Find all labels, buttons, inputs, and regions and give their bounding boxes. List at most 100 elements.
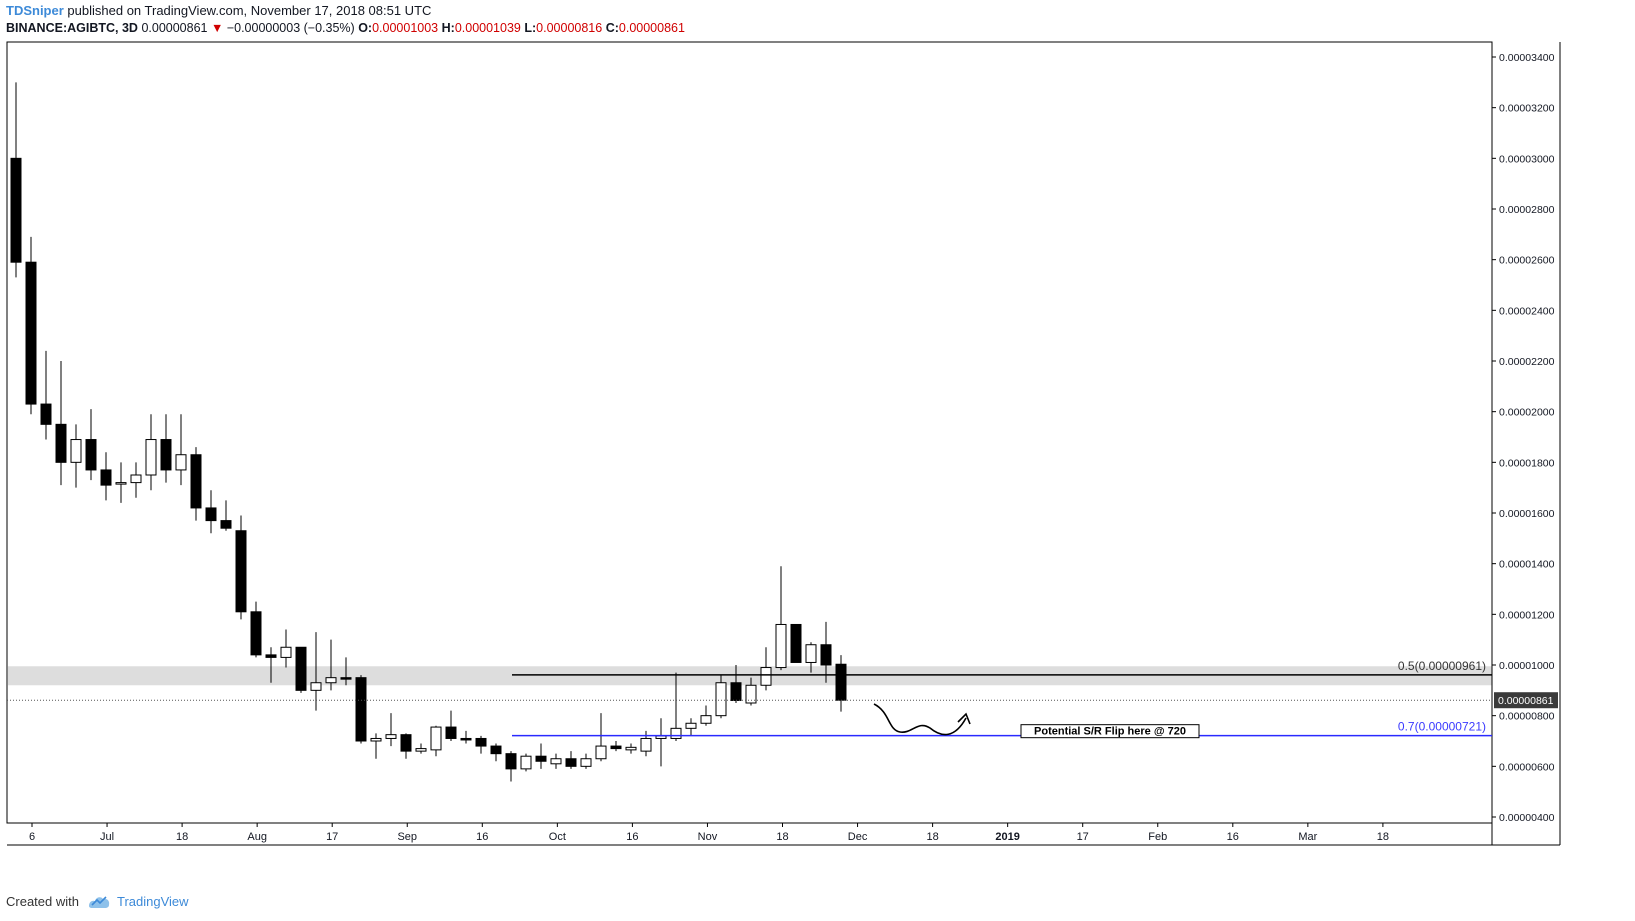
candle-down — [55, 423, 67, 463]
created-with-text: Created with — [6, 893, 79, 909]
fib-level-label: 0.5(0.00000961) — [1398, 659, 1486, 673]
x-tick-label: 18 — [776, 831, 788, 843]
annotation-box — [1020, 724, 1200, 739]
candle-down — [250, 611, 262, 656]
candle-up — [415, 748, 427, 752]
x-tick-label: 17 — [326, 831, 338, 843]
candle-up — [430, 726, 442, 751]
open-label: O: — [358, 21, 373, 35]
candle-up — [385, 734, 397, 739]
candle-down — [235, 530, 247, 613]
x-tick-label: 18 — [926, 831, 938, 843]
x-tick-label: Dec — [848, 831, 868, 843]
candle-down — [265, 654, 277, 658]
y-tick-label: 0.00001000 — [1499, 660, 1555, 672]
publish-info: TDSniper published on TradingView.com, N… — [6, 3, 431, 18]
candle-down — [445, 726, 457, 739]
candle-up — [70, 439, 82, 463]
down-arrow-icon: ▼ — [210, 21, 224, 35]
candle-up — [745, 684, 757, 704]
x-tick-label: 6 — [29, 831, 35, 843]
candle-down — [610, 745, 622, 750]
candle-down — [505, 753, 517, 770]
annotation-text: Potential S/R Flip here @ 720 — [1034, 726, 1186, 738]
y-tick-label: 0.00002800 — [1499, 204, 1555, 216]
x-tick-label: 16 — [626, 831, 638, 843]
resistance-zone — [8, 666, 1492, 686]
candle-up — [595, 745, 607, 760]
candle-up — [700, 715, 712, 724]
price-change: −0.00000003 (−0.35%) — [226, 21, 355, 35]
candle-up — [370, 737, 382, 742]
low-label: L: — [524, 21, 537, 35]
x-tick-label: 16 — [1227, 831, 1239, 843]
candle-up — [550, 758, 562, 765]
candle-down — [490, 745, 502, 755]
candle-down — [835, 663, 847, 701]
candle-down — [160, 439, 172, 471]
candle-down — [220, 520, 232, 529]
y-tick-label: 0.00003200 — [1499, 103, 1555, 115]
candle-up — [175, 454, 187, 471]
candle-down — [790, 623, 802, 663]
x-tick-label: 2019 — [995, 831, 1019, 843]
author-link[interactable]: TDSniper — [6, 3, 64, 18]
candle-up — [625, 746, 637, 751]
x-tick-label: Sep — [397, 831, 417, 843]
x-tick-label: Feb — [1148, 831, 1167, 843]
open-value: 0.00001003 — [372, 21, 439, 35]
candle-down — [295, 646, 307, 691]
footer: Created with TradingView — [6, 893, 189, 909]
candle-up — [715, 682, 727, 717]
y-tick-label: 0.00002400 — [1499, 305, 1555, 317]
symbol-label: BINANCE:AGIBTC, 3D — [6, 21, 138, 35]
x-tick-label: 17 — [1077, 831, 1089, 843]
close-label: C: — [605, 21, 619, 35]
candle-down — [535, 755, 547, 762]
y-tick-label: 0.00002000 — [1499, 407, 1555, 419]
candle-up — [805, 644, 817, 663]
last-price-label: 0.00000861 — [1498, 695, 1554, 707]
x-tick-label: Aug — [247, 831, 267, 843]
candle-down — [460, 737, 472, 741]
high-value: 0.00001039 — [454, 21, 521, 35]
y-tick-label: 0.00003000 — [1499, 153, 1555, 165]
x-tick-label: Mar — [1298, 831, 1317, 843]
high-label: H: — [441, 21, 455, 35]
y-tick-label: 0.00001200 — [1499, 609, 1555, 621]
y-tick-label: 0.00001800 — [1499, 457, 1555, 469]
fib-level-label: 0.7(0.00000721) — [1398, 720, 1486, 734]
x-tick-label: Nov — [698, 831, 718, 843]
x-tick-label: 18 — [176, 831, 188, 843]
candle-down — [475, 737, 487, 747]
x-tick-label: Oct — [549, 831, 566, 843]
x-tick-label: 16 — [476, 831, 488, 843]
projection-path — [873, 703, 967, 736]
ohlc-legend: BINANCE:AGIBTC, 3D 0.00000861 ▼ −0.00000… — [6, 21, 685, 35]
last-price: 0.00000861 — [141, 21, 208, 35]
y-tick-label: 0.00001600 — [1499, 508, 1555, 520]
candle-up — [145, 439, 157, 476]
x-tick-label: 18 — [1377, 831, 1389, 843]
tradingview-brand[interactable]: TradingView — [116, 893, 189, 909]
candle-down — [10, 157, 22, 263]
candle-down — [40, 403, 52, 425]
y-tick-label: 0.00000400 — [1499, 812, 1555, 824]
candle-up — [130, 474, 142, 484]
candle-up — [325, 677, 337, 684]
candle-down — [25, 261, 37, 405]
candle-down — [190, 454, 202, 509]
low-value: 0.00000816 — [536, 21, 603, 35]
plot-frame — [6, 41, 1493, 824]
candle-up — [760, 667, 772, 686]
y-tick-label: 0.00003400 — [1499, 52, 1555, 64]
candle-down — [565, 758, 577, 767]
candle-down — [100, 469, 112, 486]
candle-up — [115, 482, 127, 485]
candle-down — [400, 734, 412, 752]
projection-arrow-icon — [957, 712, 971, 725]
x-tick-label: Jul — [100, 831, 114, 843]
candle-up — [280, 646, 292, 658]
candle-down — [355, 677, 367, 742]
